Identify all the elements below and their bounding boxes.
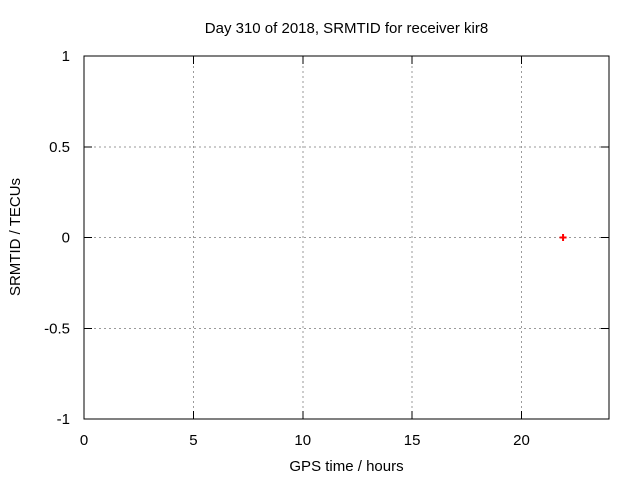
y-tick-label: -1	[57, 411, 70, 428]
x-tick-label: 5	[189, 432, 197, 449]
y-tick-label: 0.5	[49, 139, 70, 156]
chart-title: Day 310 of 2018, SRMTID for receiver kir…	[204, 20, 489, 37]
y-tick-label: 0	[62, 230, 70, 247]
plot-border	[83, 55, 610, 420]
x-tick-label: 0	[80, 432, 88, 449]
x-tick-label: 20	[513, 432, 530, 449]
x-axis-label: GPS time / hours	[289, 458, 404, 475]
x-tick-label: 15	[404, 432, 421, 449]
x-tick-label: 10	[294, 432, 311, 449]
y-tick-label: 1	[62, 48, 70, 65]
y-tick-label: -0.5	[44, 320, 70, 337]
